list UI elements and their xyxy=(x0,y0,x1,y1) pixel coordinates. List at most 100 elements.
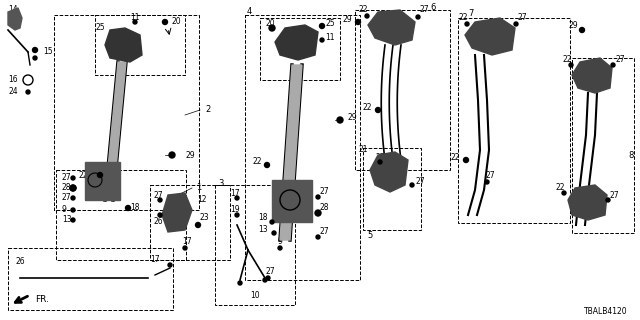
Circle shape xyxy=(133,20,137,24)
Text: 29: 29 xyxy=(348,114,358,123)
Bar xyxy=(458,18,570,223)
Text: TBALB4120: TBALB4120 xyxy=(584,308,628,316)
Circle shape xyxy=(315,210,321,216)
Bar xyxy=(245,15,360,280)
Text: 22: 22 xyxy=(556,183,565,193)
Text: 27: 27 xyxy=(62,194,72,203)
Text: 5: 5 xyxy=(367,230,372,239)
Circle shape xyxy=(278,246,282,250)
Bar xyxy=(85,162,120,200)
Text: 11: 11 xyxy=(325,34,335,43)
Circle shape xyxy=(269,25,275,31)
Text: 29: 29 xyxy=(185,150,195,159)
Text: 23: 23 xyxy=(200,213,210,222)
Text: 22: 22 xyxy=(458,13,468,22)
Text: 19: 19 xyxy=(230,205,240,214)
Bar xyxy=(363,148,421,230)
Polygon shape xyxy=(8,8,22,30)
Circle shape xyxy=(235,213,239,217)
Circle shape xyxy=(125,205,131,211)
Circle shape xyxy=(158,213,162,217)
Circle shape xyxy=(365,14,369,18)
Text: 28: 28 xyxy=(62,183,72,193)
Circle shape xyxy=(465,22,469,26)
Bar xyxy=(56,170,186,260)
Polygon shape xyxy=(162,193,192,232)
Text: 27: 27 xyxy=(518,13,527,22)
Circle shape xyxy=(376,108,381,113)
Bar xyxy=(215,185,295,305)
Circle shape xyxy=(485,180,489,184)
Text: 22: 22 xyxy=(253,157,262,166)
Text: 15: 15 xyxy=(43,47,52,57)
Text: 27: 27 xyxy=(485,171,495,180)
Text: 13: 13 xyxy=(62,215,72,225)
Polygon shape xyxy=(368,10,415,45)
Text: 4: 4 xyxy=(247,7,252,17)
Circle shape xyxy=(416,15,420,19)
Text: 26: 26 xyxy=(153,218,163,227)
Circle shape xyxy=(71,176,75,180)
Polygon shape xyxy=(572,58,612,93)
Text: 27: 27 xyxy=(153,191,163,201)
Circle shape xyxy=(183,246,187,250)
Text: 17: 17 xyxy=(230,188,240,197)
Bar xyxy=(150,185,230,260)
Text: 24: 24 xyxy=(8,87,18,97)
Circle shape xyxy=(71,208,75,212)
Circle shape xyxy=(238,281,242,285)
Circle shape xyxy=(71,196,75,200)
Text: 17: 17 xyxy=(182,237,192,246)
Bar xyxy=(54,15,199,210)
Text: 22: 22 xyxy=(563,55,572,65)
Polygon shape xyxy=(105,28,142,62)
Text: 25: 25 xyxy=(325,19,335,28)
Text: 18: 18 xyxy=(130,204,140,212)
Text: 8: 8 xyxy=(628,150,634,159)
Circle shape xyxy=(514,22,518,26)
Polygon shape xyxy=(275,25,318,60)
Bar xyxy=(260,18,340,80)
Circle shape xyxy=(263,278,267,282)
Text: 27: 27 xyxy=(420,5,429,14)
Circle shape xyxy=(266,276,270,280)
Circle shape xyxy=(319,23,324,28)
Text: 9: 9 xyxy=(278,237,282,246)
Text: 27: 27 xyxy=(610,190,620,199)
Circle shape xyxy=(169,152,175,158)
Text: 3: 3 xyxy=(218,179,223,188)
Text: 10: 10 xyxy=(250,291,260,300)
Text: 25: 25 xyxy=(95,23,105,33)
Text: 12: 12 xyxy=(197,196,207,204)
Circle shape xyxy=(337,117,343,123)
Bar xyxy=(272,180,312,222)
Circle shape xyxy=(97,172,102,178)
Polygon shape xyxy=(568,185,607,220)
Circle shape xyxy=(606,198,610,202)
Bar xyxy=(355,10,450,170)
Text: 27: 27 xyxy=(265,268,275,276)
Text: 11: 11 xyxy=(131,12,140,21)
Text: 16: 16 xyxy=(8,76,18,84)
Circle shape xyxy=(71,218,75,222)
Circle shape xyxy=(410,183,414,187)
Text: 22: 22 xyxy=(358,5,368,14)
Text: 21: 21 xyxy=(358,146,368,155)
Circle shape xyxy=(272,231,276,235)
Text: 29: 29 xyxy=(342,15,352,25)
Circle shape xyxy=(26,90,30,94)
Text: 1: 1 xyxy=(196,183,201,193)
Text: 27: 27 xyxy=(375,154,385,163)
Text: 27: 27 xyxy=(320,188,330,196)
Text: 20: 20 xyxy=(172,18,182,27)
Text: 27: 27 xyxy=(415,178,424,187)
Polygon shape xyxy=(280,65,302,240)
Text: 22: 22 xyxy=(362,103,372,113)
Circle shape xyxy=(264,163,269,167)
Circle shape xyxy=(163,20,168,25)
Text: 18: 18 xyxy=(259,213,268,222)
Text: 17: 17 xyxy=(150,255,160,265)
Circle shape xyxy=(611,63,615,67)
Circle shape xyxy=(562,191,566,195)
Text: 27: 27 xyxy=(320,228,330,236)
